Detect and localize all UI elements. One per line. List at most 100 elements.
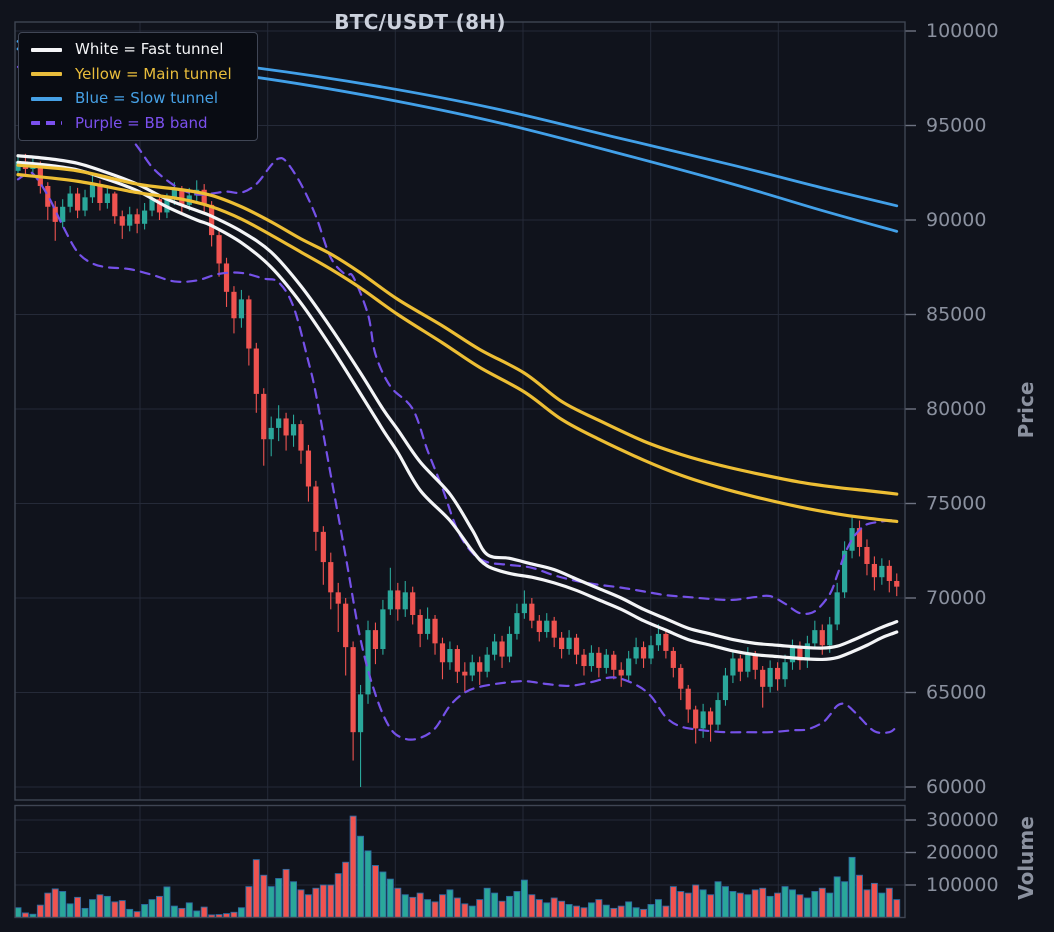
- volume-bar: [290, 881, 297, 918]
- volume-bar: [96, 894, 104, 918]
- volume-bar: [267, 886, 275, 918]
- candle-body: [231, 291, 237, 319]
- volume-bar: [282, 868, 290, 918]
- candle-body: [544, 620, 550, 633]
- volume-bar: [602, 904, 610, 918]
- volume-bar: [446, 889, 454, 918]
- candle-body: [417, 615, 423, 634]
- volume-bar: [669, 886, 677, 918]
- volume-bar: [796, 894, 804, 918]
- volume-bar: [573, 905, 580, 918]
- volume-bar: [595, 899, 603, 918]
- volume-bar: [506, 895, 513, 918]
- volume-bar: [81, 907, 89, 918]
- volume-bar: [386, 878, 394, 918]
- price-tick-label: 75000: [926, 493, 986, 515]
- volume-bar: [431, 901, 439, 918]
- volume-bar: [729, 891, 737, 918]
- candle-body: [573, 637, 580, 655]
- candle-body: [611, 654, 617, 670]
- volume-bar: [617, 905, 625, 918]
- volume-bar: [863, 889, 871, 918]
- candle-body: [774, 667, 781, 680]
- volume-bar: [759, 887, 767, 918]
- candle-body: [640, 647, 647, 659]
- volume-bar: [74, 896, 82, 918]
- gridlines-layer: [15, 22, 905, 918]
- volume-bar: [379, 871, 387, 918]
- volume-bar: [185, 902, 193, 918]
- candle-body: [74, 193, 81, 211]
- volume-bar: [885, 887, 893, 918]
- candle-body: [60, 206, 66, 222]
- volume-bar: [103, 895, 111, 918]
- candle-body: [454, 649, 460, 672]
- candle-body: [737, 658, 743, 672]
- volume-bar: [394, 887, 402, 918]
- volume-bar: [230, 911, 238, 918]
- volume-bar: [647, 904, 655, 918]
- candle-body: [149, 199, 155, 211]
- candle-body: [529, 603, 535, 621]
- legend-label: White = Fast tunnel: [75, 40, 224, 58]
- candle-body: [380, 609, 386, 650]
- legend-item-slow-tunnel: Blue = Slow tunnel: [31, 91, 245, 106]
- volume-bar: [364, 850, 372, 918]
- legend-item-fast-tunnel: White = Fast tunnel: [31, 42, 245, 57]
- candle-body: [745, 654, 751, 672]
- volume-bar: [193, 910, 201, 918]
- price-axis-label: Price: [1014, 381, 1038, 439]
- volume-bar: [44, 892, 52, 918]
- candle-body: [834, 592, 840, 625]
- candle-body: [357, 694, 364, 733]
- candle-body: [670, 650, 676, 668]
- price-panel-border: [14, 21, 906, 801]
- candle-body: [506, 633, 513, 657]
- candle-body: [89, 184, 96, 198]
- volume-bar: [327, 884, 335, 918]
- volume-bar: [751, 889, 759, 918]
- volume-bar: [640, 908, 647, 918]
- candle-body: [856, 528, 863, 547]
- volume-bar: [654, 899, 662, 918]
- axes-layer: 100000 95000 90000 85000 80000 75000 70000 6500…: [14, 20, 999, 919]
- candle-body: [432, 618, 438, 644]
- legend-label: Purple = BB band: [75, 113, 208, 132]
- candle-body: [789, 647, 796, 663]
- candle-body: [395, 590, 401, 610]
- volume-axis-label: Volume: [1014, 816, 1038, 900]
- price-tick-label: 95000: [926, 115, 986, 137]
- candle-body: [626, 658, 632, 676]
- purple-dashed-swatch-icon: [31, 121, 62, 126]
- candle-body: [171, 189, 177, 200]
- volume-bar: [312, 887, 320, 918]
- volume-bar: [319, 884, 327, 918]
- volume-bar: [14, 907, 22, 918]
- candle-body: [603, 654, 609, 668]
- candle-body: [104, 193, 110, 203]
- legend-item-bb-band: Purple = BB band: [31, 113, 245, 132]
- volume-bar: [550, 897, 558, 918]
- price-tick-label: 80000: [926, 398, 986, 420]
- candle-body: [871, 563, 878, 578]
- candle-body: [827, 624, 833, 646]
- volume-bar: [491, 892, 499, 918]
- volume-bar: [803, 897, 811, 918]
- volume-bar: [513, 891, 521, 918]
- candle-body: [424, 618, 431, 634]
- candle-body: [343, 603, 349, 648]
- candle-body: [715, 700, 721, 725]
- volume-bar: [625, 901, 633, 918]
- volume-bar: [811, 891, 819, 918]
- candle-body: [261, 393, 267, 440]
- price-tick-label: 70000: [926, 587, 986, 609]
- volume-bar: [66, 903, 74, 918]
- volume-bar: [766, 895, 774, 918]
- candle-body: [782, 662, 788, 680]
- volume-bar: [893, 899, 901, 918]
- candle-body: [141, 210, 148, 224]
- volume-tick-label: 300000: [926, 809, 999, 831]
- candle-body: [514, 613, 520, 634]
- volume-bar: [237, 907, 245, 918]
